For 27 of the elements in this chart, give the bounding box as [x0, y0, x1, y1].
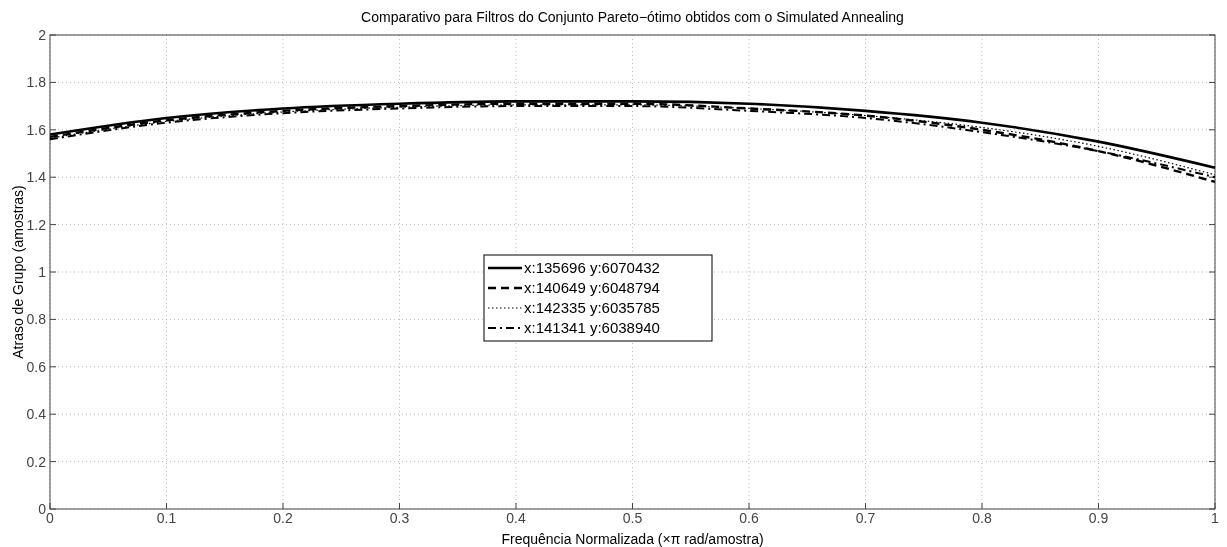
y-tick-label: 1.2 [26, 216, 47, 233]
y-tick-label: 0.8 [26, 311, 47, 328]
y-tick-label: 2 [38, 27, 47, 43]
x-tick-label: 0.4 [506, 510, 526, 526]
x-axis-title: Frequência Normalizada (×π rad/amostra) [501, 531, 764, 547]
x-tick-label: 0.8 [972, 510, 992, 526]
legend-label: x:142335 y:6035785 [524, 299, 660, 316]
legend-label: x:141341 y:6038940 [524, 319, 660, 336]
x-tick-label: 0.2 [273, 510, 293, 526]
x-tick-label: 0.3 [389, 510, 410, 526]
x-tick-label: 0.6 [739, 510, 759, 526]
y-axis-title: Atraso de Grupo (amostras) [10, 185, 26, 359]
x-tick-label: 0.9 [1088, 510, 1109, 526]
legend-label: x:135696 y:6070432 [524, 259, 660, 276]
x-tick-label: 0.1 [156, 510, 177, 526]
x-tick-label: 1 [1211, 510, 1220, 526]
y-tick-label: 1 [38, 264, 47, 280]
legend-label: x:140649 y:6048794 [524, 279, 660, 296]
x-tick-label: 0.7 [855, 510, 876, 526]
chart-title: Comparativo para Filtros do Conjunto Pareto−ótimo obtidos com o Simulated Annealing [361, 9, 904, 25]
y-tick-label: 0.6 [26, 358, 47, 375]
y-tick-label: 1.6 [26, 121, 47, 138]
y-tick-label: 0.2 [26, 453, 47, 470]
x-tick-label: 0.5 [622, 510, 643, 526]
y-tick-label: 0.4 [26, 406, 47, 423]
y-tick-label: 1.8 [26, 74, 47, 91]
y-tick-label: 1.4 [26, 169, 47, 186]
